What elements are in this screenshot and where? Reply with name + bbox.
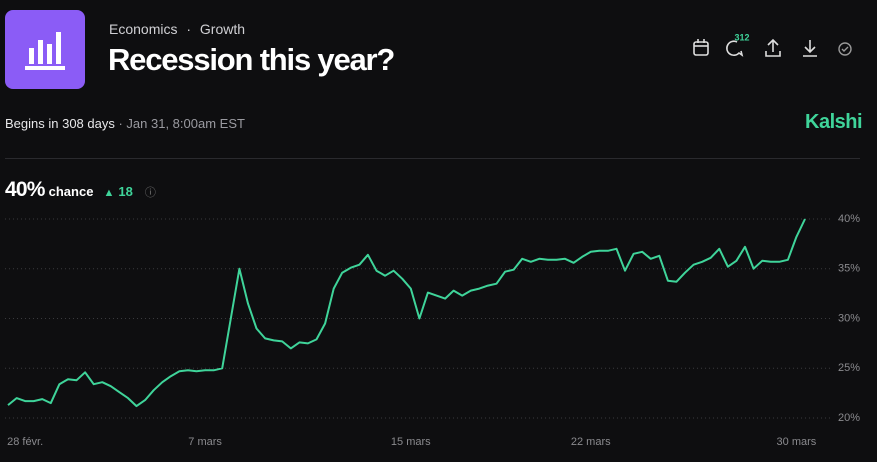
begins: Begins in 308 days [5,116,115,131]
y-tick-label: 20% [838,412,860,424]
calendar-button[interactable] [693,39,709,56]
comments-count: 312 [734,32,749,42]
chance-label: chance [48,184,94,199]
x-tick-label: 30 mars [777,436,817,448]
change: 18 [118,184,133,199]
date: · Jan 31, 8:00am EST [118,116,245,131]
market-icon [5,10,85,89]
chance: 40% [5,178,45,201]
x-tick-label: 22 mars [571,436,611,448]
subcategory[interactable]: Growth [199,21,246,37]
up-arrow: ▲ [103,187,115,199]
chance-row: 40% chance ▲ 18 ⓘ [5,178,156,202]
info-icon[interactable]: ⓘ [144,187,156,199]
line [7,218,806,408]
download-button[interactable] [803,40,817,57]
share-button[interactable] [765,38,781,57]
toolbar: 312 [693,32,852,57]
watch-button[interactable] [838,42,852,56]
brand[interactable]: Kalshi [805,111,863,133]
y-tick-label: 35% [838,263,860,275]
x-tick-label: 7 mars [188,436,222,448]
icon-glyph [25,32,65,70]
divider [5,158,860,159]
x-tick-label: 28 févr. [7,436,43,448]
breadcrumb: Economics · Growth [109,21,245,37]
y-tick-label: 40% [838,213,860,225]
category[interactable]: Economics [109,21,178,37]
comments-button[interactable] [726,40,744,57]
y-tick-label: 30% [838,312,860,324]
x-tick-label: 15 mars [391,436,431,448]
title: Recession this year? [108,42,395,77]
schedule: Begins in 308 days · Jan 31, 8:00am EST [5,116,245,131]
separator: · [186,21,192,37]
y-tick-label: 25% [838,362,860,374]
